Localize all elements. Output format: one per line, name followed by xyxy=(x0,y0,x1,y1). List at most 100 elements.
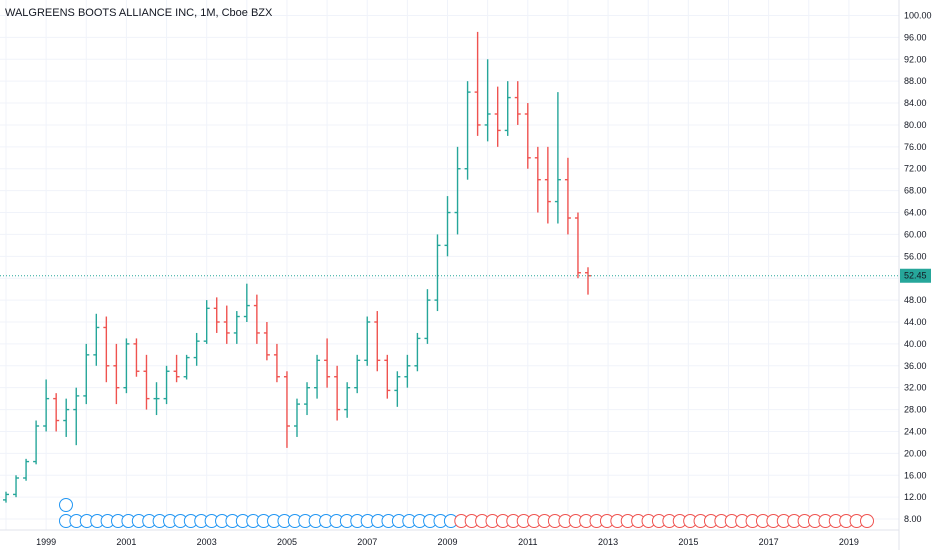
ohlc-bar xyxy=(504,81,511,136)
x-tick-label: 2015 xyxy=(678,537,698,547)
ohlc-bar xyxy=(143,354,150,410)
ohlc-bar xyxy=(33,420,40,465)
ohlc-bar xyxy=(454,146,461,235)
ohlc-bar xyxy=(23,458,30,481)
ohlc-bar xyxy=(574,212,581,279)
ohlc-bar xyxy=(314,354,321,399)
ohlc-bar xyxy=(283,371,290,448)
ohlc-bar xyxy=(404,354,411,388)
ohlc-bar xyxy=(183,354,190,380)
y-tick-label: 40.00 xyxy=(904,339,927,349)
ohlc-bar xyxy=(203,300,210,344)
ohlc-bar xyxy=(73,387,80,446)
ohlc-bar xyxy=(263,322,270,361)
ohlc-bar xyxy=(103,316,110,383)
y-tick-label: 92.00 xyxy=(904,54,927,64)
last-price-label: 52.45 xyxy=(904,271,927,281)
ohlc-bar xyxy=(394,371,401,407)
y-tick-label: 72.00 xyxy=(904,164,927,174)
y-tick-label: 24.00 xyxy=(904,426,927,436)
time-axis: 1999 2001 2003 2005 2007 2009 2011 2013 2015 2017… xyxy=(36,537,859,547)
ohlc-bar xyxy=(273,343,280,383)
y-tick-label: 56.00 xyxy=(904,251,927,261)
ohlc-bar xyxy=(494,86,501,147)
y-tick-label: 36.00 xyxy=(904,361,927,371)
ohlc-bar xyxy=(384,354,391,399)
ohlc-bar xyxy=(414,332,421,372)
y-tick-label: 64.00 xyxy=(904,208,927,218)
y-tick-label: 20.00 xyxy=(904,448,927,458)
ohlc-bar xyxy=(193,332,200,366)
x-tick-label: 2007 xyxy=(357,537,377,547)
earnings-marker[interactable] xyxy=(860,514,874,528)
y-tick-label: 60.00 xyxy=(904,229,927,239)
ohlc-bar xyxy=(534,146,541,213)
ohlc-bar xyxy=(233,311,240,344)
y-tick-label: 12.00 xyxy=(904,492,927,502)
ohlc-bar xyxy=(173,354,180,383)
chart-title: WALGREENS BOOTS ALLIANCE INC, 1M, Cboe B… xyxy=(5,7,273,19)
x-tick-label: 2005 xyxy=(277,537,297,547)
ohlc-bar xyxy=(524,103,531,169)
x-tick-label: 2003 xyxy=(197,537,217,547)
x-tick-label: 2019 xyxy=(839,537,859,547)
last-price-label-box xyxy=(900,268,931,283)
last-price: 52.45 xyxy=(0,268,931,283)
ohlc-bar xyxy=(153,382,160,416)
ohlc-bar xyxy=(293,398,300,437)
ohlc-bar xyxy=(514,81,521,125)
ohlc-bar xyxy=(484,59,491,142)
y-tick-label: 88.00 xyxy=(904,76,927,86)
y-tick-label: 68.00 xyxy=(904,186,927,196)
ohlc-bar xyxy=(564,157,571,235)
y-tick-label: 96.00 xyxy=(904,32,927,42)
ohlc-bar xyxy=(213,297,220,333)
ohlc-bar xyxy=(434,234,441,312)
ohlc-bar xyxy=(253,294,260,344)
x-tick-label: 2009 xyxy=(437,537,457,547)
ohlc-bar xyxy=(223,305,230,344)
y-tick-label: 48.00 xyxy=(904,295,927,305)
ohlc-bar xyxy=(43,379,50,432)
ohlc-bar xyxy=(243,283,250,322)
ohlc-bar xyxy=(13,475,20,498)
ohlc-bar xyxy=(113,343,120,405)
y-tick-label: 76.00 xyxy=(904,142,927,152)
dividend-marker[interactable] xyxy=(59,498,73,512)
event-markers xyxy=(59,498,874,528)
ohlc-bar xyxy=(304,382,311,416)
ohlc-bar xyxy=(344,382,351,418)
price-bars xyxy=(3,31,591,503)
y-tick-label: 32.00 xyxy=(904,383,927,393)
ohlc-bar xyxy=(53,393,60,432)
y-tick-label: 8.00 xyxy=(904,514,922,524)
y-tick-label: 16.00 xyxy=(904,470,927,480)
ohlc-bar xyxy=(474,31,481,136)
ohlc-bar xyxy=(364,316,371,366)
ohlc-bar xyxy=(63,398,70,437)
y-tick-label: 80.00 xyxy=(904,120,927,130)
ohlc-bar xyxy=(354,354,361,394)
ohlc-bar xyxy=(3,491,9,503)
y-tick-label: 28.00 xyxy=(904,405,927,415)
ohlc-bar xyxy=(83,343,90,405)
x-tick-label: 2017 xyxy=(759,537,779,547)
x-tick-label: 2011 xyxy=(518,537,537,547)
y-tick-label: 84.00 xyxy=(904,98,927,108)
y-tick-label: 100.00 xyxy=(904,10,932,20)
ohlc-bar xyxy=(163,365,170,405)
x-tick-label: 1999 xyxy=(36,537,56,547)
grid xyxy=(0,0,899,530)
ohlc-bar xyxy=(93,313,100,366)
ohlc-bar xyxy=(464,81,471,180)
ohlc-bar xyxy=(133,338,140,377)
ohlc-bar xyxy=(544,146,551,224)
ohlc-bar xyxy=(444,196,451,257)
x-tick-label: 2013 xyxy=(598,537,618,547)
y-tick-label: 44.00 xyxy=(904,317,927,327)
ohlc-bar xyxy=(424,289,431,344)
ohlc-bar xyxy=(334,365,341,421)
ohlc-bar xyxy=(554,92,561,224)
